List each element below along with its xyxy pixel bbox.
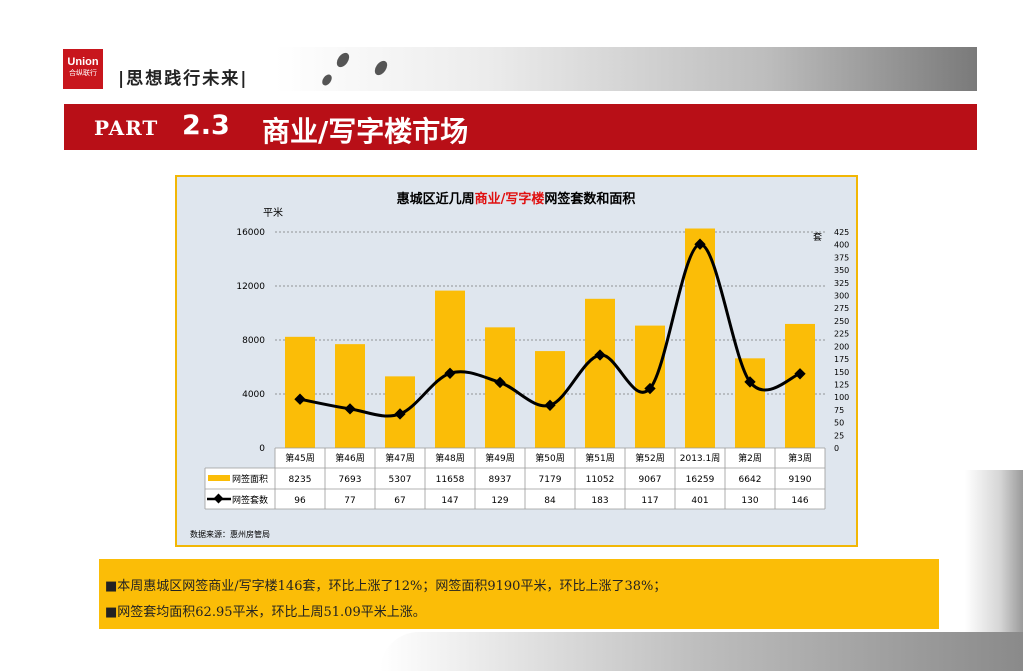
- note-line-1: ■本周惠城区网签商业/写字楼146套，环比上涨了12%；网签面积9190平米，环…: [105, 579, 667, 594]
- bar: [685, 228, 715, 448]
- legend-bar-label: 网签面积: [232, 473, 268, 485]
- union-logo: Union 合纵联行: [63, 49, 103, 89]
- category-label: 第50周: [535, 452, 564, 464]
- category-label: 第49周: [485, 452, 514, 464]
- y-right-unit-label: 套: [813, 231, 822, 243]
- category-label: 第47周: [385, 452, 414, 464]
- bar-value-label: 5307: [389, 475, 412, 485]
- y-left-tick-label: 16000: [236, 228, 265, 238]
- bar: [335, 344, 365, 448]
- line-value-label: 147: [441, 496, 458, 506]
- data-source: 数据来源：惠州房管局: [190, 529, 270, 539]
- section-title: 商业/写字楼市场: [262, 115, 469, 148]
- y-left-tick-label: 8000: [242, 336, 265, 346]
- y-right-tick-label: 175: [834, 355, 849, 364]
- line-point: [444, 367, 456, 379]
- y-right-tick-label: 350: [834, 266, 849, 275]
- bar: [735, 358, 765, 448]
- line-point: [494, 376, 506, 389]
- line-value-label: 96: [294, 496, 306, 506]
- y-right-tick-label: 400: [834, 241, 849, 250]
- line-value-label: 84: [544, 496, 556, 506]
- y-right-tick-label: 50: [834, 419, 844, 428]
- background-decoration: [380, 632, 1023, 671]
- line-value-label: 183: [591, 496, 608, 506]
- line-value-label: 130: [741, 496, 758, 506]
- bar-value-label: 6642: [739, 475, 762, 485]
- y-right-tick-label: 125: [834, 380, 849, 389]
- bar-value-label: 11658: [436, 475, 465, 485]
- y-right-tick-label: 375: [834, 253, 849, 262]
- bar-value-label: 11052: [586, 475, 615, 485]
- y-right-tick-label: 250: [834, 317, 849, 326]
- line-point: [544, 399, 556, 411]
- legend-bar-swatch: [208, 475, 230, 481]
- y-right-tick-label: 100: [834, 393, 849, 402]
- line-point: [394, 408, 406, 420]
- y-right-tick-label: 225: [834, 330, 849, 339]
- line-value-label: 67: [394, 496, 405, 506]
- y-right-tick-label: 150: [834, 368, 849, 377]
- bar-value-label: 8937: [489, 475, 512, 485]
- data-table-header: [275, 448, 825, 468]
- bar: [785, 323, 815, 448]
- category-label: 第45周: [285, 452, 314, 464]
- bar-value-label: 7693: [339, 475, 362, 485]
- note-line-2: ■网签套均面积62.95平米，环比上周51.09平米上涨。: [105, 605, 426, 620]
- y-right-tick-label: 200: [834, 342, 849, 351]
- y-left-unit-label: 平米: [263, 206, 283, 219]
- line-point: [344, 403, 356, 415]
- bar: [285, 336, 315, 448]
- line-value-label: 77: [344, 496, 355, 506]
- line-value-label: 117: [641, 496, 658, 506]
- combo-chart: 惠城区近几周商业/写字楼网签套数和面积 平米 套 数据来源：惠州房管局 0 400…: [190, 191, 849, 539]
- category-label: 第52周: [635, 452, 664, 464]
- line-value-label: 129: [491, 496, 508, 506]
- y-right-tick-label: 275: [834, 304, 849, 313]
- legend-line-label: 网签套数: [232, 494, 268, 506]
- y-right-tick-label: 425: [834, 228, 849, 237]
- header-decoration: [275, 47, 977, 91]
- section-title-bar: PART 2.3 商业/写字楼市场: [64, 104, 977, 150]
- line-point: [794, 368, 806, 380]
- y-left-tick-label: 0: [259, 444, 265, 454]
- chart-panel: 惠城区近几周商业/写字楼网签套数和面积 平米 套 数据来源：惠州房管局 0 400…: [175, 175, 858, 547]
- y-right-tick-label: 75: [834, 406, 844, 415]
- y-right-tick-label: 0: [834, 444, 839, 453]
- category-label: 第48周: [435, 452, 464, 464]
- line-point: [744, 376, 756, 388]
- bar-value-label: 7179: [539, 475, 562, 485]
- line-point: [594, 349, 606, 361]
- slogan: |思想践行未来|: [118, 69, 249, 89]
- line-value-label: 401: [691, 496, 708, 506]
- y-right-tick-label: 325: [834, 279, 849, 288]
- data-table-body: [205, 468, 825, 509]
- category-label: 2013.1周: [680, 453, 721, 464]
- y-right-tick-label: 300: [834, 292, 849, 301]
- bar-value-label: 9190: [789, 475, 812, 485]
- bar-value-label: 16259: [686, 475, 715, 485]
- part-label: PART: [94, 116, 159, 140]
- bar-value-label: 9067: [639, 475, 662, 485]
- category-label: 第51周: [585, 452, 614, 464]
- chart-title: 惠城区近几周商业/写字楼网签套数和面积: [397, 191, 636, 207]
- notes-panel: ■本周惠城区网签商业/写字楼146套，环比上涨了12%；网签面积9190平米，环…: [99, 559, 939, 629]
- line-point: [644, 382, 656, 395]
- line-value-label: 146: [791, 496, 808, 506]
- chart-title-part-2: 商业/写字楼: [475, 191, 545, 207]
- bar: [585, 298, 615, 448]
- logo-text: Union: [67, 56, 99, 68]
- logo-subtext: 合纵联行: [69, 69, 97, 77]
- category-label: 第2周: [738, 452, 762, 464]
- section-number: 2.3: [182, 110, 230, 141]
- chart-title-part-3: 网签套数和面积: [544, 191, 635, 207]
- category-label: 第46周: [335, 452, 364, 464]
- y-left-tick-label: 4000: [242, 390, 265, 400]
- category-label: 第3周: [788, 452, 812, 464]
- y-left-tick-label: 12000: [236, 282, 265, 292]
- chart-title-part-1: 惠城区近几周: [397, 191, 475, 207]
- y-right-tick-label: 25: [834, 431, 844, 440]
- bar-value-label: 8235: [289, 475, 312, 485]
